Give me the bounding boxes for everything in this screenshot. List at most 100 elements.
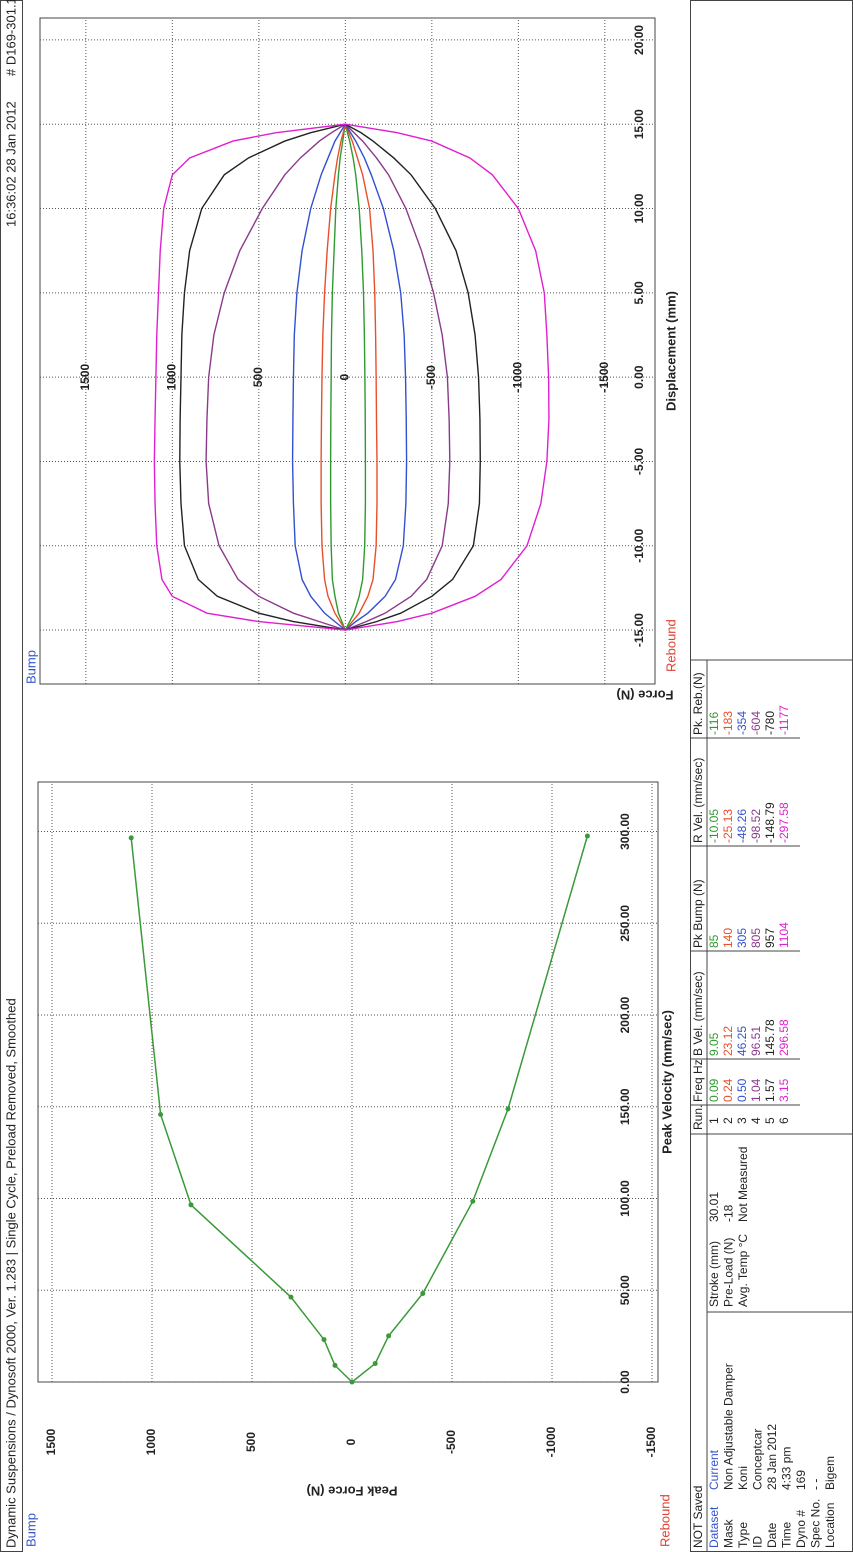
- velocity-point: [584, 833, 590, 839]
- velocity-line: [130, 837, 336, 1366]
- velocity-point: [158, 1112, 164, 1118]
- x-tick-label: -5.00: [632, 447, 646, 475]
- header-title: Dynamic Suspensions / Dynosoft 2000, Ver…: [3, 998, 18, 1548]
- info-value: 28 Jan 2012: [765, 1424, 779, 1490]
- x-tick-label: 15.00: [632, 109, 646, 139]
- loop-bump: [153, 123, 346, 631]
- info-value: Current: [707, 1449, 721, 1490]
- y-tick-label: -500: [444, 1430, 458, 1454]
- status: NOT Saved: [691, 1486, 705, 1548]
- x-tick-label: 100.00: [618, 1180, 632, 1217]
- loop-rebound: [345, 123, 481, 631]
- velocity-point: [188, 1202, 194, 1208]
- y-tick-label: 500: [251, 367, 265, 387]
- y-tick-label: 1500: [78, 363, 92, 390]
- x-tick-label: 20.00: [632, 25, 646, 55]
- velocity-point: [128, 835, 134, 841]
- run-cell: 23.12: [721, 1026, 735, 1056]
- x-tick-label: 250.00: [618, 905, 632, 942]
- setting-label: Avg. Temp °C: [736, 1234, 750, 1307]
- run-cell: -297.58: [777, 802, 791, 843]
- info-value: Koni: [736, 1466, 750, 1490]
- run-cell: 2: [721, 1117, 735, 1124]
- loop-rebound: [344, 123, 408, 631]
- run-cell: 296.58: [777, 1019, 791, 1056]
- x-axis-label: Displacement (mm): [663, 291, 678, 411]
- run-header: R Vel. (mm/sec): [691, 758, 705, 843]
- run-cell: 46.25: [735, 1026, 749, 1056]
- run-cell: 0.50: [735, 1078, 749, 1102]
- bump-label: Bump: [23, 650, 38, 684]
- info-label: Date: [765, 1522, 779, 1548]
- origin-segment: [334, 1364, 353, 1383]
- plot-frame: [37, 781, 659, 1383]
- run-cell: 140: [721, 928, 735, 948]
- run-cell: -48.26: [735, 809, 749, 843]
- run-cell: 85: [707, 934, 721, 948]
- header-id: # D169-301.1: [3, 0, 18, 76]
- bump-label: Bump: [23, 1513, 38, 1547]
- run-cell: 1.04: [749, 1078, 763, 1102]
- x-tick-label: 150.00: [618, 1088, 632, 1125]
- loop-bump: [329, 124, 347, 631]
- loop-rebound: [344, 124, 367, 631]
- run-cell: 1104: [777, 922, 791, 948]
- y-tick-label: 0: [338, 373, 352, 380]
- run-cell: -354: [735, 711, 749, 735]
- run-cell: 805: [749, 928, 763, 948]
- velocity-point: [386, 1333, 392, 1339]
- y-tick-label: 1000: [165, 363, 179, 390]
- velocity-line: [374, 835, 589, 1364]
- run-cell: 3.15: [777, 1078, 791, 1102]
- velocity-point: [470, 1198, 476, 1204]
- info-label: ID: [751, 1536, 765, 1548]
- origin-segment: [351, 1362, 376, 1383]
- x-axis-label: Peak Velocity (mm/sec): [659, 1010, 674, 1154]
- x-tick-label: -15.00: [632, 613, 646, 647]
- run-header: B Vel. (mm/sec): [691, 971, 705, 1056]
- info-label: Location: [823, 1503, 837, 1548]
- run-cell: 957: [763, 928, 777, 948]
- run-cell: -604: [749, 711, 763, 735]
- loop-rebound: [344, 123, 451, 631]
- y-tick-label: -1500: [644, 1426, 658, 1457]
- run-cell: -98.52: [749, 809, 763, 843]
- info-value: 4:33 pm: [780, 1447, 794, 1490]
- run-cell: 96.51: [749, 1026, 763, 1056]
- run-cell: 4: [749, 1117, 763, 1124]
- rebound-label: Rebound: [657, 1494, 672, 1547]
- run-header: Pk Bump (N): [691, 879, 705, 948]
- run-cell: 1: [707, 1117, 721, 1124]
- run-header: Run.: [691, 1105, 705, 1130]
- table-frame: [690, 0, 853, 1552]
- setting-label: Pre-Load (N): [722, 1238, 736, 1307]
- info-label: Dyno #: [794, 1510, 808, 1548]
- run-cell: -183: [721, 711, 735, 735]
- setting-label: Stroke (mm): [707, 1241, 721, 1307]
- y-tick-label: -500: [424, 365, 438, 389]
- y-tick-label: -1500: [597, 361, 611, 392]
- setting-value: -18: [722, 1204, 736, 1222]
- x-tick-label: 5.00: [632, 281, 646, 305]
- info-value: Conceptcar: [751, 1429, 765, 1490]
- info-value: - -: [809, 1479, 823, 1490]
- run-cell: 6: [777, 1117, 791, 1124]
- run-cell: 9.05: [707, 1032, 721, 1056]
- info-value: Bigem: [823, 1456, 837, 1490]
- info-label: Spec No.: [809, 1499, 823, 1548]
- run-header: Freq Hz: [691, 1059, 705, 1102]
- run-cell: 3: [735, 1117, 749, 1124]
- header-timestamp: 16:36:02 28 Jan 2012: [3, 101, 18, 227]
- loop-bump: [205, 123, 346, 631]
- run-cell: 5: [763, 1117, 777, 1124]
- velocity-point: [332, 1362, 338, 1368]
- run-header: Pk. Reb.(N): [691, 672, 705, 735]
- x-tick-label: 10.00: [632, 193, 646, 223]
- y-tick-label: 1500: [44, 1428, 58, 1455]
- setting-value: 30.01: [707, 1192, 721, 1222]
- x-tick-label: -10.00: [632, 528, 646, 562]
- info-value: 169: [794, 1470, 808, 1490]
- plot-frame: [39, 17, 656, 685]
- y-axis-label: Peak Force (N): [306, 1484, 397, 1499]
